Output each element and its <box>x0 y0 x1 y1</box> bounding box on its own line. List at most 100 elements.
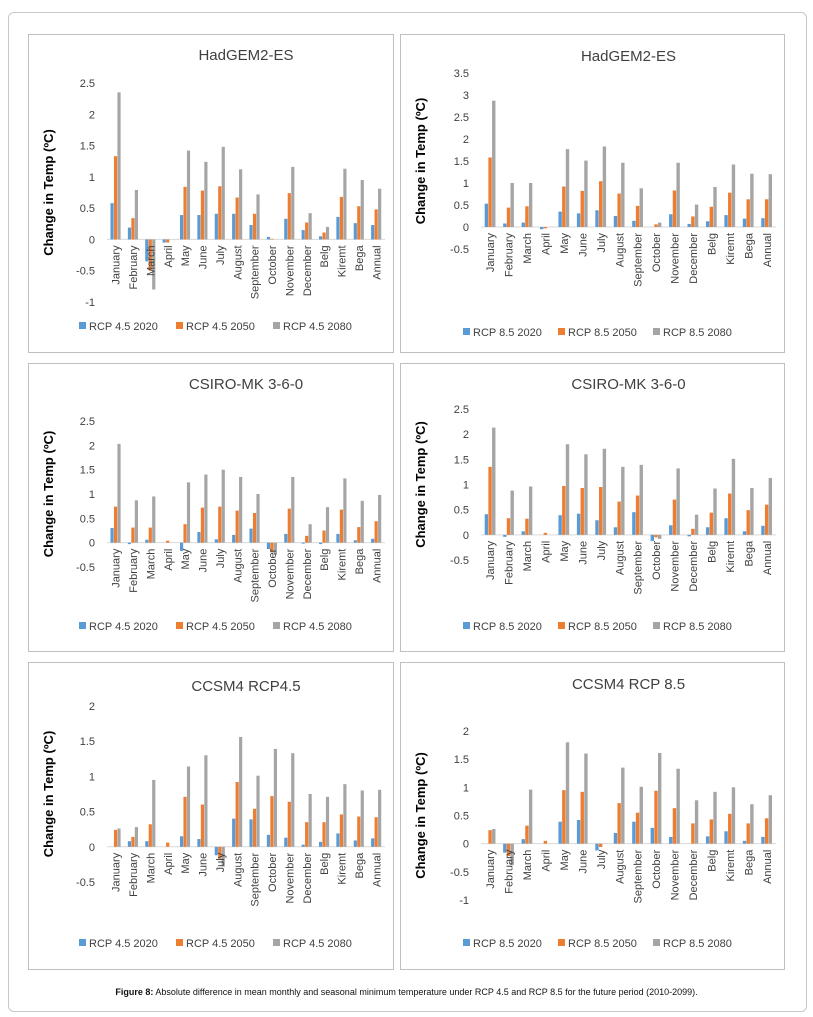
bar-s2080 <box>621 466 625 535</box>
bar-s2080 <box>510 183 514 227</box>
bar-s2050 <box>525 518 529 535</box>
bar-s2020 <box>503 223 507 227</box>
bar-s2080 <box>256 494 260 543</box>
bar-s2080 <box>134 500 138 543</box>
bar-s2020 <box>197 531 201 543</box>
bar-s2020 <box>558 515 562 535</box>
x-tick-label: September <box>250 245 262 299</box>
x-tick-label: October <box>651 849 663 888</box>
bar-s2080 <box>152 239 156 290</box>
legend-label: RCP 4.5 2050 <box>186 621 255 633</box>
bar-s2050 <box>374 817 378 847</box>
chart-title: CSIRO-MK 3-6-0 <box>571 376 685 393</box>
bar-s2050 <box>764 504 769 535</box>
x-tick-label: March <box>522 233 534 264</box>
x-tick-label: March <box>522 541 534 572</box>
legend-swatch <box>558 328 565 335</box>
bar-s2020 <box>284 218 288 240</box>
bar-s2080 <box>152 779 156 847</box>
x-tick-label: January <box>111 548 123 588</box>
bar-s2050 <box>131 527 135 543</box>
y-tick-label: 0.5 <box>454 811 469 823</box>
x-tick-label: January <box>111 852 123 892</box>
bar-s2080 <box>360 179 364 240</box>
bar-s2020 <box>249 528 253 543</box>
bar-s2050 <box>235 510 239 543</box>
bar-s2080 <box>204 755 208 847</box>
bar-s2020 <box>613 216 618 227</box>
bar-s2020 <box>613 527 618 535</box>
bar-s2020 <box>687 534 691 537</box>
bar-s2050 <box>709 819 714 844</box>
bar-s2080 <box>378 494 382 543</box>
y-tick-label: 2 <box>463 429 469 441</box>
bar-s2050 <box>218 846 222 859</box>
y-tick-label: 2 <box>463 726 469 738</box>
bar-s2020 <box>687 223 691 227</box>
x-tick-label: December <box>688 233 700 284</box>
bar-s2020 <box>353 540 357 543</box>
bar-s2080 <box>325 796 330 847</box>
x-tick-label: Bega <box>354 852 366 879</box>
x-tick-label: September <box>633 541 645 595</box>
chart-svg: CSIRO-MK 3-6-0 Change in Temp (ºC) -0.5 0 0.… <box>413 376 776 633</box>
chart-svg: HadGEM2-ES Change in Temp (ºC) -1 -0.5 0 0.5 1… <box>41 47 385 333</box>
x-tick-label: October <box>651 233 663 272</box>
bar-s2050 <box>200 804 204 847</box>
legend-label: RCP 8.5 2020 <box>473 938 542 950</box>
bar-s2020 <box>742 840 747 844</box>
bar-s2080 <box>731 787 736 844</box>
chart-panel-ccsm4-rcp85: CCSM4 RCP 8.5 Change in Temp (ºC) -1 -0.5 0 0… <box>400 662 785 970</box>
x-tick-label: Kiremt <box>725 233 737 265</box>
bar-s2020 <box>336 216 340 240</box>
x-tick-label: May <box>559 849 571 870</box>
y-axis-label: Change in Temp (ºC) <box>413 752 428 879</box>
x-tick-label: April <box>163 853 175 875</box>
bar-s2020 <box>521 531 525 535</box>
bar-s2050 <box>635 812 640 844</box>
x-tick-label: July <box>596 849 608 869</box>
y-tick-label: 1.5 <box>454 454 469 466</box>
bar-s2050 <box>113 506 118 543</box>
bar-s2050 <box>252 213 257 240</box>
bar-s2050 <box>183 524 187 543</box>
bar-s2020 <box>232 818 236 847</box>
legend-label: RCP 8.5 2050 <box>568 621 637 633</box>
x-tick-label: December <box>688 849 700 900</box>
y-tick-label: 1 <box>463 480 469 492</box>
bar-s2050 <box>488 157 492 227</box>
x-tick-label: Annual <box>762 233 774 267</box>
bar-s2080 <box>713 186 717 227</box>
bar-s2080 <box>750 488 754 535</box>
x-tick-label: May <box>559 233 571 254</box>
bar-s2020 <box>162 239 166 243</box>
chart-panel-csiro-rcp45: CSIRO-MK 3-6-0 Change in Temp (ºC) -0.5 0 0.… <box>28 363 394 652</box>
x-tick-label: February <box>128 245 140 290</box>
bar-s2020 <box>724 831 728 844</box>
bar-s2050 <box>599 487 603 535</box>
y-tick-label: 0 <box>89 234 95 246</box>
legend-label: RCP 8.5 2020 <box>473 327 542 339</box>
legend-label: RCP 8.5 2020 <box>473 621 542 633</box>
bar-s2020 <box>232 534 236 543</box>
bar-s2080 <box>134 190 138 240</box>
bar-s2080 <box>239 169 243 240</box>
bar-s2080 <box>239 476 243 543</box>
bar-s2080 <box>308 213 312 240</box>
bar-s2080 <box>325 226 330 240</box>
x-tick-label: June <box>198 853 210 877</box>
bar-s2050 <box>488 830 492 844</box>
bar-s2050 <box>746 510 750 535</box>
bar-s2080 <box>528 183 533 227</box>
chart-title: CCSM4 RCP 8.5 <box>572 676 685 693</box>
bar-s2080 <box>273 748 277 847</box>
bar-s2020 <box>145 539 149 543</box>
x-tick-label: October <box>651 541 663 580</box>
y-axis-label: Change in Temp (ºC) <box>41 129 56 256</box>
bar-s2020 <box>197 215 201 240</box>
bar-s2020 <box>705 221 710 227</box>
bar-s2050 <box>562 486 566 535</box>
bar-s2050 <box>654 534 658 538</box>
bar-s2080 <box>152 496 156 543</box>
figure-caption: Figure 8: Absolute difference in mean mo… <box>0 987 813 997</box>
